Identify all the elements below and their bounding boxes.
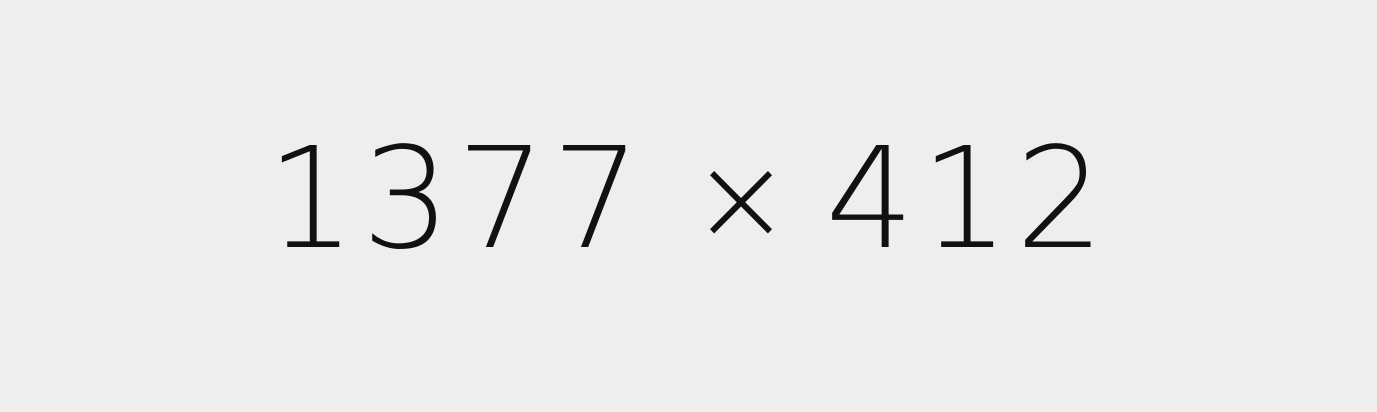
- width-value: 1377: [266, 118, 647, 281]
- dimensions-label: 1377 × 412: [266, 130, 1110, 270]
- times-sign: ×: [690, 130, 792, 269]
- height-value: 412: [825, 118, 1111, 281]
